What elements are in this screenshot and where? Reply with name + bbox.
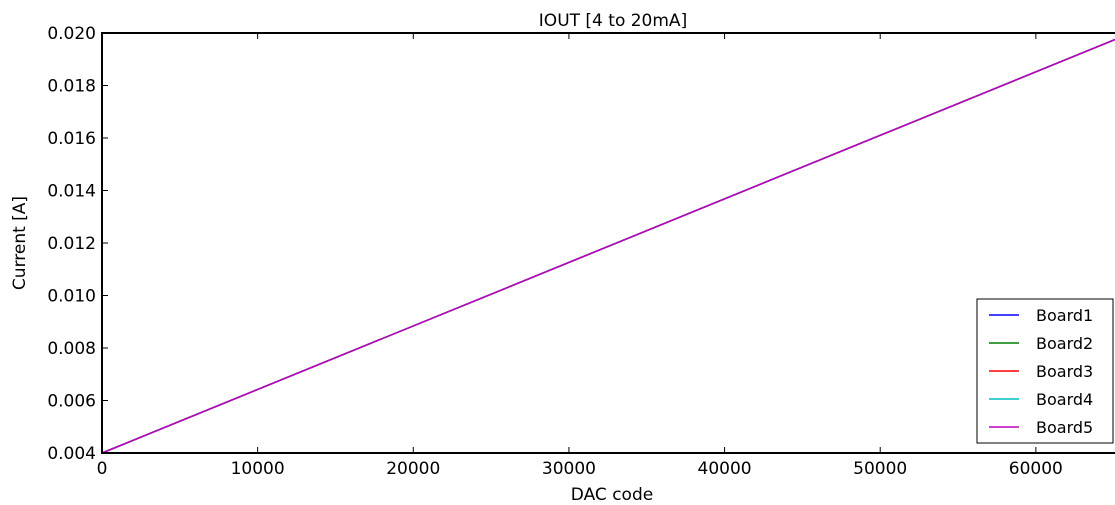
x-axis: 0 10000 20000 30000 40000 50000 60000	[97, 33, 1063, 479]
y-tick-label: 0.020	[47, 24, 96, 44]
y-axis-title: Current [A]	[10, 196, 30, 290]
x-tick-label: 50000	[853, 459, 907, 479]
y-axis: 0.004 0.006 0.008 0.010 0.012 0.014 0.016 0.018…	[47, 24, 108, 464]
legend-label-4: Board4	[1036, 390, 1093, 409]
x-tick-label: 10000	[231, 459, 285, 479]
plot-frame	[101, 32, 1115, 454]
y-tick-label: 0.016	[47, 129, 96, 149]
x-tick-label: 60000	[1009, 459, 1063, 479]
x-axis-title: DAC code	[571, 485, 653, 505]
legend-label-1: Board1	[1036, 306, 1093, 325]
y-tick-label: 0.010	[47, 287, 96, 307]
legend-label-2: Board2	[1036, 334, 1093, 353]
y-tick-label: 0.008	[47, 339, 96, 359]
y-tick-label: 0.014	[47, 182, 96, 202]
legend-label-3: Board3	[1036, 362, 1093, 381]
y-tick-label: 0.006	[47, 392, 96, 412]
x-tick-label: 30000	[542, 459, 596, 479]
y-tick-label: 0.004	[47, 444, 96, 464]
y-tick-label: 0.018	[47, 77, 96, 97]
x-tick-label: 40000	[698, 459, 752, 479]
x-tick-label: 20000	[386, 459, 440, 479]
legend: Board1 Board2 Board3 Board4 Board5	[976, 298, 1114, 444]
legend-label-5: Board5	[1036, 418, 1093, 437]
chart-title: IOUT [4 to 20mA]	[539, 11, 687, 31]
plot-lines	[101, 38, 1115, 454]
y-tick-label: 0.012	[47, 234, 96, 254]
series-line-5	[101, 38, 1115, 454]
x-tick-label: 0	[97, 459, 108, 479]
